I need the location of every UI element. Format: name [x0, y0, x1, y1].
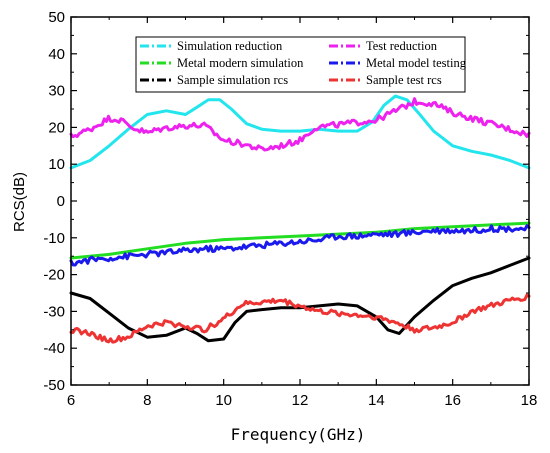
y-tick-label: 40 — [48, 46, 65, 63]
x-tick-label: 18 — [521, 392, 538, 409]
y-tick-label: -40 — [43, 340, 65, 357]
legend-label: Test reduction — [366, 39, 438, 53]
series-line-5 — [69, 256, 531, 343]
y-tick-label: 0 — [57, 193, 65, 210]
series-line-2 — [69, 97, 531, 152]
x-tick-label: 6 — [67, 392, 75, 409]
x-tick-label: 10 — [215, 392, 232, 409]
x-tick-label: 12 — [292, 392, 309, 409]
legend-label: Sample simulation rcs — [177, 73, 288, 87]
legend-label: Metal modern simulation — [177, 56, 304, 70]
plot-frame-layer: 6 8 10 12 14 16 18 -50 -40 -30 -20 -10 0 10 20 30 40 50 — [43, 9, 537, 409]
series-line-3 — [69, 221, 531, 260]
y-tick-label: -30 — [43, 303, 65, 320]
series-line-6 — [69, 293, 531, 344]
x-axis-title: Frequency(GHz) — [231, 425, 366, 444]
plot-layer — [69, 94, 531, 344]
legend-label: Metal model testing — [366, 56, 467, 70]
series-line-1 — [69, 94, 531, 170]
x-tick-label: 16 — [444, 392, 461, 409]
legend-label: Sample test rcs — [366, 73, 442, 87]
legend-label: Simulation reduction — [177, 39, 283, 53]
y-tick-label: -10 — [43, 230, 65, 247]
y-tick-label: -20 — [43, 267, 65, 284]
y-tick-label: 30 — [48, 83, 65, 100]
x-tick-label: 14 — [368, 392, 385, 409]
y-tick-label: 10 — [48, 156, 65, 173]
y-tick-label: 50 — [48, 9, 65, 26]
x-tick-label: 8 — [143, 392, 151, 409]
legend: Simulation reduction Test reduction Metal … — [135, 36, 467, 93]
series-line-4 — [69, 224, 531, 267]
y-tick-label: -50 — [43, 377, 65, 394]
legend-box — [135, 36, 466, 93]
y-axis-title: RCS(dB) — [11, 172, 28, 232]
y-tick-label: 20 — [48, 119, 65, 136]
